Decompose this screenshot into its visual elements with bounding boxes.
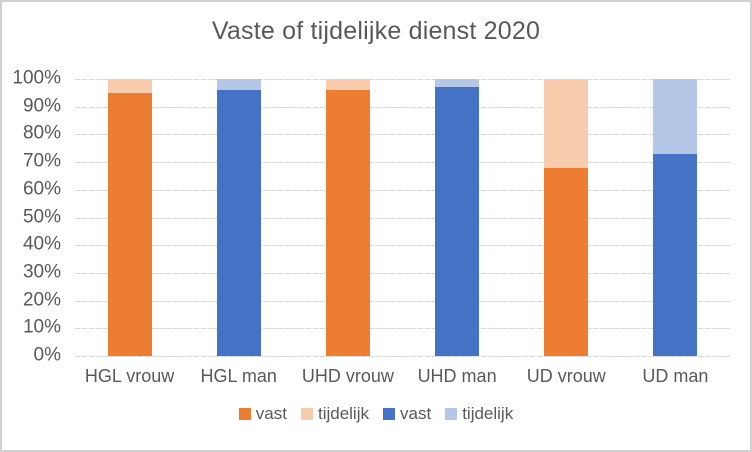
bar-segment-vast xyxy=(544,167,589,356)
y-axis-tick-label: 40% xyxy=(22,233,61,255)
stacked-bar xyxy=(325,79,370,356)
gridline xyxy=(75,328,730,330)
gridline xyxy=(75,162,730,164)
x-axis-label: HGL vrouw xyxy=(84,366,175,386)
bar-slot xyxy=(293,79,402,356)
gridline xyxy=(75,106,730,108)
bar-segment-vast xyxy=(435,87,480,356)
bar-segment-vast xyxy=(107,92,152,356)
gridline xyxy=(75,79,730,80)
x-axis-label: UHD vrouw xyxy=(301,366,394,386)
bar-slot xyxy=(184,79,293,356)
x-axis-label: UD vrouw xyxy=(526,366,606,386)
stacked-bar xyxy=(435,79,480,356)
y-axis-tick-label: 10% xyxy=(22,316,61,338)
y-axis-tick-label: 90% xyxy=(22,95,61,117)
bar-segment-tijdelijk xyxy=(107,79,152,93)
x-axis-label: HGL man xyxy=(200,366,277,386)
bar-segment-vast xyxy=(325,90,370,356)
y-axis-tick-label: 80% xyxy=(22,122,61,144)
gridline xyxy=(75,134,730,136)
y-axis-tick-label: 60% xyxy=(22,178,61,200)
y-axis-tick-label: 50% xyxy=(22,206,61,228)
gridline xyxy=(75,272,730,274)
y-axis: 100% 90% 80% 70% 60% 50% 40% 30% 20% 10% 0% xyxy=(2,68,64,366)
legend-item: vast xyxy=(238,404,287,424)
x-axis-label: UD man xyxy=(642,366,709,386)
legend-label: tijdelijk xyxy=(317,404,369,423)
gridline xyxy=(75,189,730,191)
stacked-bar xyxy=(216,79,261,356)
bar-slot xyxy=(403,79,512,356)
bar-segment-tijdelijk xyxy=(325,79,370,91)
y-axis-tick-label: 100% xyxy=(12,67,61,89)
stacked-bar xyxy=(107,79,152,356)
x-axis-line xyxy=(75,356,730,357)
stacked-bar xyxy=(653,79,698,356)
legend-item: tijdelijk xyxy=(300,404,369,424)
plot-area xyxy=(75,79,730,357)
y-axis-tick-label: 70% xyxy=(22,150,61,172)
bar-segment-tijdelijk xyxy=(653,79,698,154)
legend-item: vast xyxy=(383,404,431,424)
x-axis: HGL vrouw HGL man UHD vrouw UHD man UD vrouw… xyxy=(75,366,730,390)
gridline xyxy=(75,300,730,302)
legend-swatch xyxy=(445,408,458,420)
stacked-bar xyxy=(544,79,589,356)
legend-item: tijdelijk xyxy=(445,404,513,424)
gridline xyxy=(75,245,730,247)
y-axis-tick-label: 30% xyxy=(22,261,61,283)
y-axis-tick-label: 20% xyxy=(22,289,61,311)
bar-segment-vast xyxy=(216,90,261,356)
bar-segment-tijdelijk xyxy=(435,79,480,88)
bar-segment-vast xyxy=(653,153,698,356)
bar-slot xyxy=(75,79,184,356)
legend: vast tijdelijk vast tijdelijk xyxy=(2,404,750,424)
legend-label: vast xyxy=(400,404,432,423)
x-axis-label: UHD man xyxy=(417,366,497,386)
legend-swatch xyxy=(383,408,395,420)
chart-title: Vaste of tijdelijke dienst 2020 xyxy=(211,17,541,45)
bar-segment-tijdelijk xyxy=(544,79,589,168)
gridline xyxy=(75,217,730,219)
legend-swatch xyxy=(300,408,313,420)
legend-label: vast xyxy=(255,404,287,423)
bar-segment-tijdelijk xyxy=(216,79,261,91)
legend-swatch xyxy=(238,408,251,420)
y-axis-tick-label: 0% xyxy=(33,344,61,366)
legend-label: tijdelijk xyxy=(462,404,514,423)
bar-slot xyxy=(621,79,730,356)
bar-slot xyxy=(512,79,621,356)
